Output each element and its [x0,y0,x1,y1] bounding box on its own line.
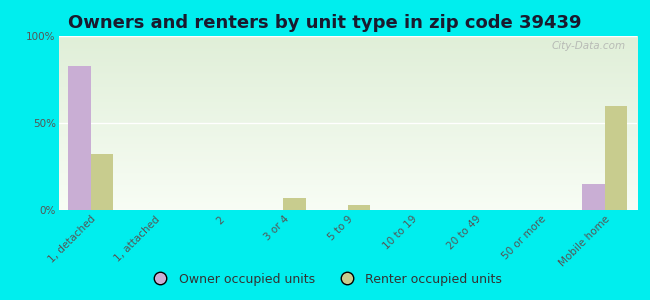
Bar [68,66,90,210]
Legend: Owner occupied units, Renter occupied units: Owner occupied units, Renter occupied un… [143,268,507,291]
Bar [582,184,605,210]
Text: Owners and renters by unit type in zip code 39439: Owners and renters by unit type in zip c… [68,14,582,32]
Bar [283,198,306,210]
Text: City-Data.com: City-Data.com [551,41,625,51]
Bar [90,154,113,210]
Bar [605,106,627,210]
Bar [348,205,370,210]
